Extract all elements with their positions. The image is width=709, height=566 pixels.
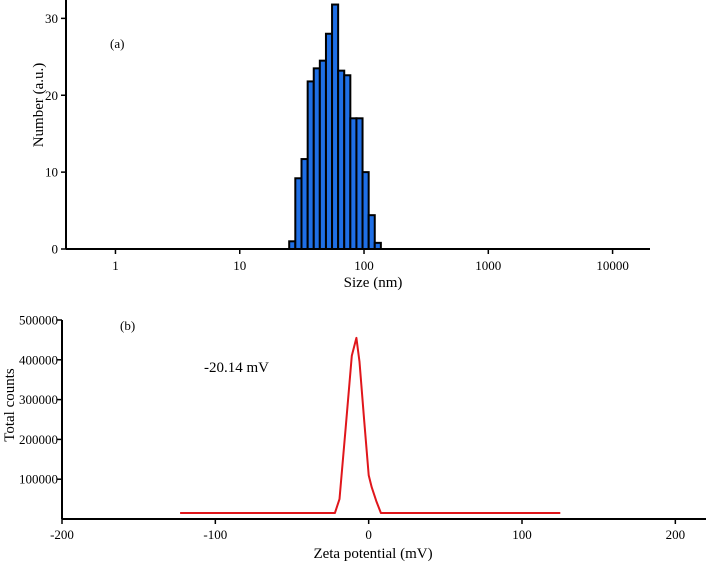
x-axis-title-a: Size (nm) [344, 275, 403, 291]
x-ticks-b: -200 -100 0 100 200 [50, 519, 685, 542]
panel-a: 1 10 100 1000 10000 0 10 20 30 (a) Size (nm) Nu… [31, 0, 650, 291]
x-ticks-a: 1 10 100 1000 10000 [112, 249, 629, 273]
x-tick-label-b: -100 [203, 527, 227, 542]
y-axis-title-b: Total counts [2, 368, 18, 442]
x-tick-label-a: 100 [354, 258, 374, 273]
y-ticks-b: 100000 200000 300000 400000 500000 [19, 313, 62, 487]
x-tick-label-a: 10000 [596, 258, 629, 273]
panel-label-a: (a) [110, 36, 124, 51]
histogram-bars [288, 3, 382, 251]
x-tick-label-b: 0 [365, 527, 372, 542]
x-tick-label-b: 200 [666, 527, 686, 542]
y-tick-label-a: 30 [45, 11, 58, 26]
y-axis-title-a: Number (a.u.) [31, 63, 47, 148]
x-tick-label-a: 10 [233, 258, 246, 273]
y-tick-label-b: 500000 [19, 313, 58, 328]
zeta-annotation: -20.14 mV [204, 360, 269, 376]
x-tick-label-a: 1 [112, 258, 119, 273]
x-tick-label-b: 100 [512, 527, 532, 542]
y-tick-label-b: 300000 [19, 392, 58, 407]
panel-label-b: (b) [120, 318, 135, 333]
y-tick-label-b: 400000 [19, 352, 58, 367]
y-tick-label-b: 100000 [19, 472, 58, 487]
y-ticks-a: 0 10 20 30 [45, 11, 66, 257]
x-tick-label-b: -200 [50, 527, 74, 542]
x-tick-label-a: 1000 [475, 258, 501, 273]
zeta-series [180, 336, 561, 514]
y-tick-label-a: 0 [52, 242, 59, 257]
y-tick-label-b: 200000 [19, 432, 58, 447]
y-tick-label-a: 20 [45, 88, 58, 103]
zeta-line [180, 336, 561, 514]
x-axis-title-b: Zeta potential (mV) [313, 546, 432, 562]
y-tick-label-a: 10 [45, 165, 58, 180]
panel-b: -200 -100 0 100 200 100000 200000 300000 400000… [2, 313, 706, 562]
